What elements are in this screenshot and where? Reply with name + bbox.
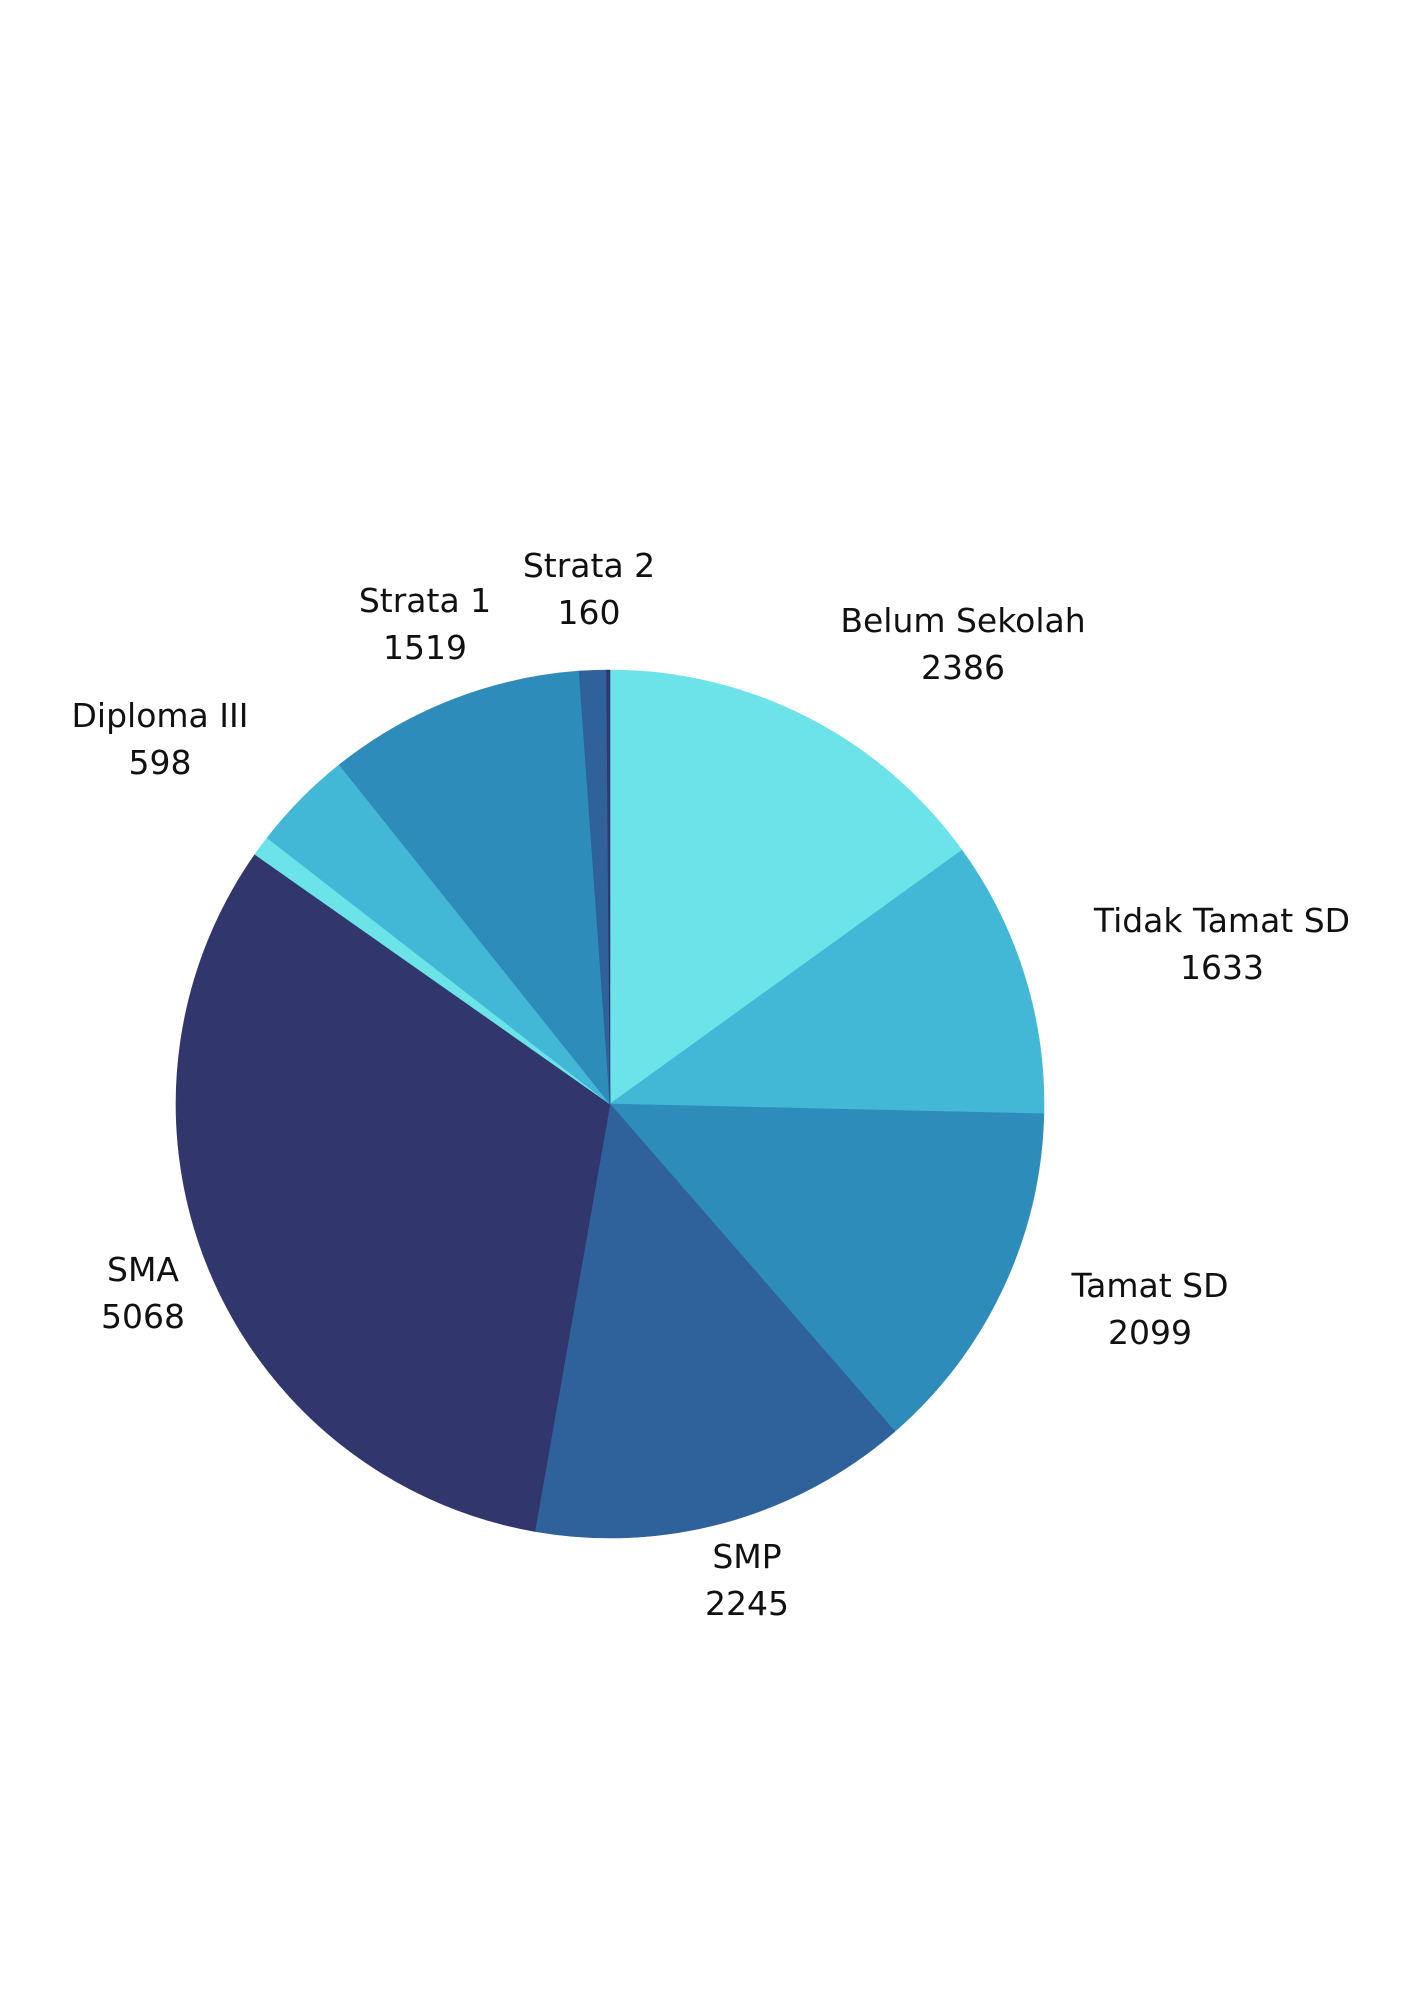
pie-slices <box>175 669 1045 1539</box>
pie-slice-smp <box>534 1103 896 1539</box>
label-smp-value: 2245 <box>705 1584 789 1623</box>
pie-slice-belum-sekolah <box>609 669 963 1105</box>
slice-label-tamat-sd: Tamat SD 2099 <box>1070 1266 1228 1352</box>
label-belum-sekolah-name: Belum Sekolah <box>840 601 1085 640</box>
pie-slice-minor-9 <box>606 669 611 1105</box>
slice-label-diploma-iii: Diploma III 598 <box>72 696 249 782</box>
label-diploma-iii-value: 598 <box>129 743 192 782</box>
label-diploma-iii-name: Diploma III <box>72 696 249 735</box>
pie-slice-sma <box>175 854 611 1532</box>
slice-label-sma: SMA 5068 <box>101 1250 185 1336</box>
slice-label-tidak-tamat-sd: Tidak Tamat SD 1633 <box>1093 901 1350 987</box>
label-tamat-sd-value: 2099 <box>1108 1313 1192 1352</box>
slice-label-strata-1: Strata 1 1519 <box>359 581 491 667</box>
label-belum-sekolah-value: 2386 <box>921 648 1005 687</box>
label-tidak-tamat-sd-name: Tidak Tamat SD <box>1093 901 1350 940</box>
pie-slice-tidak-tamat-sd <box>609 849 1045 1115</box>
label-strata-2-value: 160 <box>558 593 621 632</box>
pie-slice-tamat-sd <box>609 1103 1045 1432</box>
label-tamat-sd-name: Tamat SD <box>1070 1266 1228 1305</box>
pie-slice-strata-1 <box>338 670 611 1105</box>
slice-label-strata-2: Strata 2 160 <box>523 546 655 632</box>
label-smp-name: SMP <box>712 1537 781 1576</box>
slice-label-belum-sekolah: Belum Sekolah 2386 <box>840 601 1085 687</box>
label-tidak-tamat-sd-value: 1633 <box>1180 948 1264 987</box>
label-strata-2-name: Strata 2 <box>523 546 655 585</box>
label-sma-name: SMA <box>107 1250 179 1289</box>
label-strata-1-value: 1519 <box>383 628 467 667</box>
label-strata-1-name: Strata 1 <box>359 581 491 620</box>
slice-label-smp: SMP 2245 <box>705 1537 789 1623</box>
label-sma-value: 5068 <box>101 1297 185 1336</box>
